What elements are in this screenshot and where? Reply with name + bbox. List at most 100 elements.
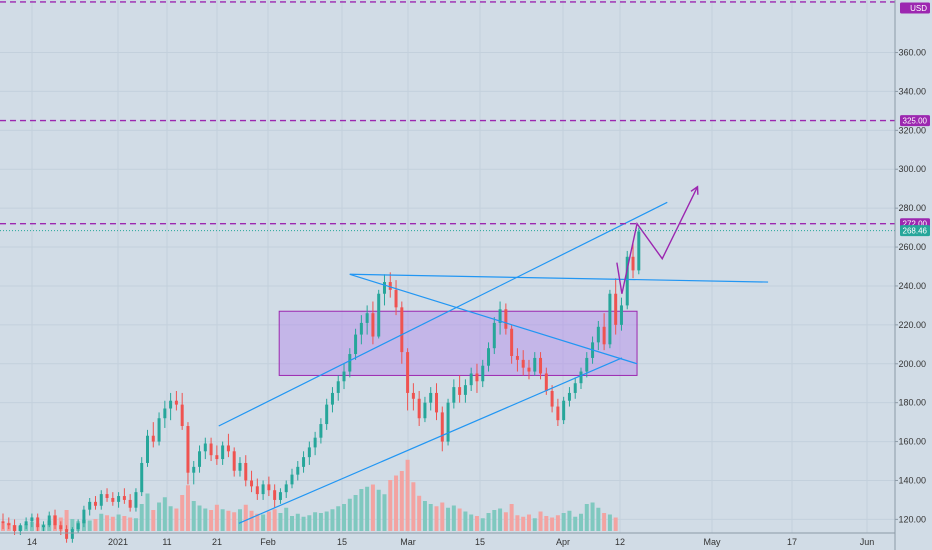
- volume-bar: [313, 512, 318, 531]
- candle-body: [169, 400, 173, 409]
- volume-bar: [544, 516, 549, 531]
- volume-bar: [503, 512, 508, 531]
- candle-body: [82, 509, 86, 524]
- volume-bar: [376, 489, 381, 531]
- volume-bar: [64, 510, 69, 531]
- time-tick-label: 17: [787, 537, 797, 547]
- candle-body: [504, 309, 508, 329]
- time-axis-labels: 14 2021 11 21 Feb 15 Mar 15 Apr 12 May 17 Jun: [27, 537, 874, 547]
- volume-bar: [70, 519, 75, 531]
- volume-bar: [359, 489, 364, 531]
- volume-bar: [382, 494, 387, 531]
- candle-body: [47, 515, 51, 526]
- candle-body: [255, 486, 259, 495]
- time-tick-label: Jun: [860, 537, 875, 547]
- volume-bar: [99, 513, 104, 531]
- candle-body: [406, 352, 410, 393]
- candle-body: [163, 408, 167, 419]
- range-rectangle-layer: [278, 310, 638, 376]
- volume-bar: [290, 516, 294, 531]
- candle-body: [417, 398, 421, 419]
- price-tick-label: 140.00: [898, 475, 926, 485]
- volume-bar: [596, 507, 601, 531]
- candle-body: [76, 523, 80, 530]
- candle-body: [521, 359, 525, 368]
- candle-body: [146, 435, 149, 463]
- volume-bar: [573, 516, 578, 531]
- volume-bar: [180, 495, 185, 531]
- volume-bar: [492, 510, 497, 531]
- candle-body: [221, 445, 225, 460]
- candle-body: [24, 521, 28, 526]
- candle-body: [562, 400, 566, 421]
- candle-body: [527, 367, 531, 372]
- volume-bar: [318, 513, 323, 531]
- price-badge-label: 325.00: [903, 117, 928, 126]
- candle-body: [186, 426, 190, 473]
- volume-bar: [457, 508, 462, 531]
- volume-bar: [214, 504, 219, 531]
- projection-arrow-head: [690, 185, 699, 195]
- volume-bar: [607, 514, 612, 531]
- volume-bar: [474, 516, 479, 531]
- candle-body: [458, 387, 462, 395]
- candle-body: [273, 490, 277, 500]
- candle-body: [88, 501, 92, 510]
- volume-bar: [550, 517, 555, 531]
- candle-body: [41, 525, 45, 528]
- candle-body: [492, 322, 496, 349]
- candle-body: [174, 400, 178, 405]
- candle-body: [365, 313, 369, 323]
- candle-body: [65, 529, 69, 539]
- volume-bar: [613, 517, 618, 531]
- candle-body: [544, 373, 548, 391]
- drawing-lines: [0, 1, 895, 524]
- candle-body: [296, 466, 300, 475]
- volume-bar: [197, 505, 202, 531]
- time-tick-label: 2021: [108, 537, 128, 547]
- candle-body: [602, 326, 606, 345]
- candle-body: [539, 357, 543, 374]
- candle-body: [348, 354, 352, 372]
- candle-body: [411, 392, 415, 399]
- price-axis-panel[interactable]: [895, 0, 932, 550]
- volume-bar: [602, 513, 607, 531]
- volume-bar: [417, 495, 422, 531]
- candle-body: [30, 517, 34, 522]
- volume-bar: [261, 514, 266, 531]
- candle-body: [134, 492, 138, 508]
- range-rectangle: [278, 310, 638, 376]
- volume-bar: [145, 493, 150, 531]
- volume-bar: [336, 506, 341, 531]
- volume-bar: [185, 485, 190, 531]
- candle-body: [59, 525, 63, 530]
- volume-bar: [237, 509, 242, 531]
- volume-bar: [191, 501, 196, 531]
- candle-body: [244, 462, 248, 481]
- volume-bar: [266, 511, 271, 531]
- volume-bar: [128, 517, 133, 531]
- candle-body: [388, 282, 392, 290]
- candle-body: [313, 437, 317, 448]
- candle-body: [302, 457, 306, 467]
- candle-body: [637, 231, 641, 271]
- candle-body: [377, 293, 381, 337]
- volume-bar: [405, 459, 410, 531]
- candle-body: [209, 443, 213, 456]
- volume-bar: [255, 513, 260, 531]
- volume-bar: [220, 509, 225, 531]
- price-tick-label: 260.00: [898, 242, 926, 252]
- candle-body: [232, 451, 236, 471]
- volume-bar: [301, 516, 306, 531]
- volume-bar: [567, 510, 572, 531]
- price-tick-label: 120.00: [898, 514, 926, 524]
- candle-body: [371, 313, 375, 337]
- candle-body: [400, 307, 404, 353]
- candle-body: [261, 484, 265, 495]
- channel-line: [218, 201, 668, 427]
- volume-bar: [532, 518, 537, 531]
- volume-bar: [342, 504, 347, 531]
- volume-bar: [116, 514, 121, 531]
